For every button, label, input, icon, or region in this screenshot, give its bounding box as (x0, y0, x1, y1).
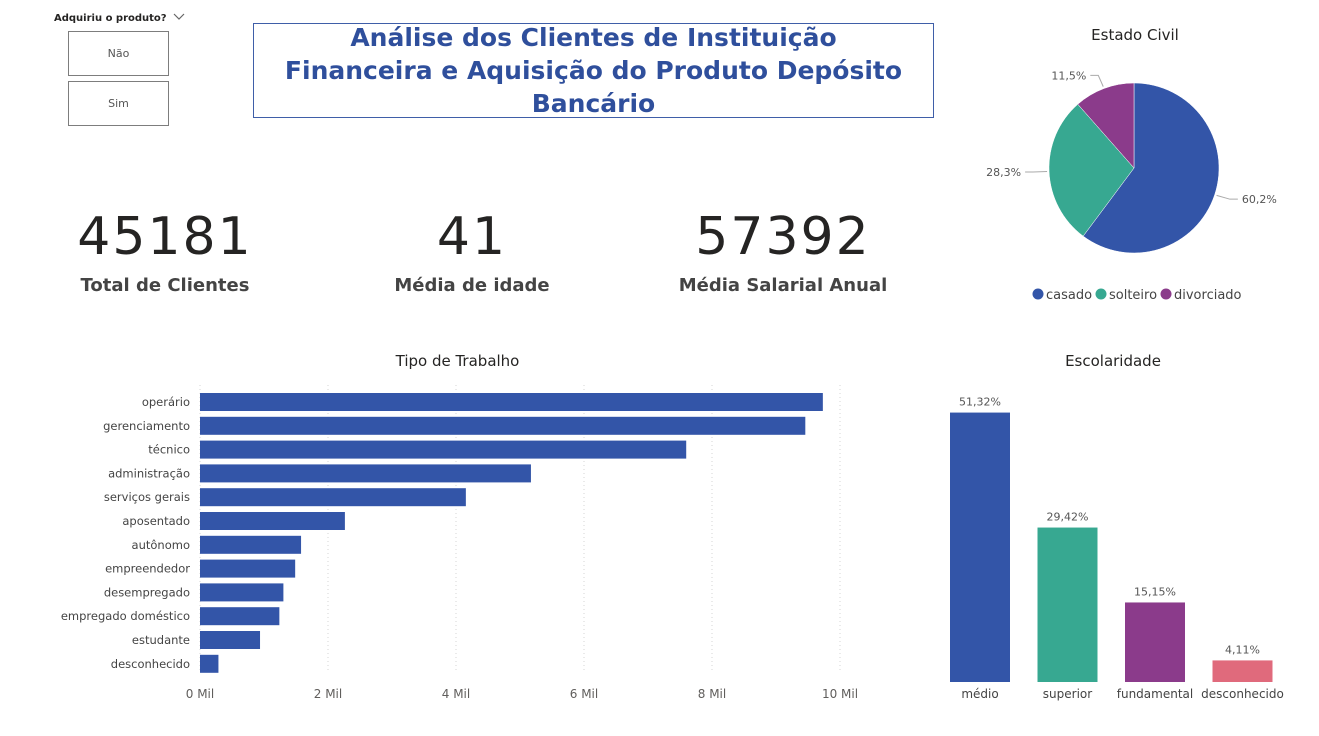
legend-marker-casado (1032, 288, 1044, 300)
legend-label-divorciado: divorciado (1174, 288, 1242, 303)
pie-slice-divorciado (1077, 82, 1135, 169)
bar-administração (200, 464, 531, 483)
pie-chart-title: Estado Civil (1091, 26, 1179, 44)
pie-leader-line (1216, 194, 1238, 200)
column-chart-title: Escolaridade (1065, 352, 1161, 370)
estado-civil-pie-chart: 60,2% 28,3% 11,5% casado solteiro divorciado (986, 69, 1277, 303)
pie-slice-solteiro (1048, 103, 1135, 237)
x-tick-label: 8 Mil (698, 687, 726, 701)
bar-operário (200, 393, 823, 411)
column-data-label: 15,15% (1134, 585, 1176, 598)
x-tick-label: 4 Mil (442, 687, 470, 701)
pie-data-label: 60,2% (1242, 193, 1277, 206)
y-tick-label: empregado doméstico (61, 609, 190, 623)
kpi-media-idade-label: Média de idade (394, 275, 550, 296)
title-box: Análise dos Clientes de Instituição Fina… (253, 23, 934, 118)
column-médio (950, 412, 1010, 682)
kpi-media-idade-value: 41 (436, 207, 508, 267)
escolaridade-column-chart: 51,32% médio 29,42% superior 15,15% fundament… (950, 396, 1284, 701)
y-tick-label: técnico (148, 443, 190, 457)
slicer-option-nao[interactable]: Não (68, 31, 169, 76)
column-superior (1037, 527, 1098, 682)
bar-estudante (200, 631, 261, 649)
pie-slice-casado (1082, 82, 1220, 254)
kpi-total-clientes-value: 45181 (77, 207, 253, 267)
x-tick-label: 2 Mil (314, 687, 342, 701)
pie-data-label: 11,5% (1051, 69, 1086, 82)
slicer-title: Adquiriu o produto? (54, 13, 167, 24)
pie-data-label: 28,3% (986, 166, 1021, 179)
kpi-media-salarial-value: 57392 (695, 207, 871, 267)
kpi-media-salarial-label: Média Salarial Anual (678, 275, 888, 296)
x-tick-label: fundamental (1117, 687, 1193, 701)
legend-marker-solteiro (1095, 288, 1107, 300)
y-tick-label: desempregado (104, 585, 190, 599)
x-tick-label: 6 Mil (570, 687, 598, 701)
slicer-option-sim[interactable]: Sim (68, 81, 169, 126)
column-data-label: 29,42% (1047, 511, 1089, 524)
bar-técnico (200, 440, 687, 459)
y-tick-label: autônomo (132, 538, 190, 552)
x-tick-label: desconhecido (1201, 687, 1284, 701)
legend-label-solteiro: solteiro (1109, 288, 1157, 303)
column-desconhecido (1212, 660, 1273, 682)
page-title: Análise dos Clientes de Instituição Fina… (284, 23, 903, 118)
chevron-down-icon[interactable] (172, 11, 186, 23)
bar-aposentado (200, 512, 345, 530)
x-tick-label: 0 Mil (186, 687, 214, 701)
bar-autônomo (200, 535, 302, 554)
y-tick-label: serviços gerais (104, 490, 190, 504)
y-tick-label: operário (142, 395, 190, 409)
pie-leader-line (1090, 74, 1104, 87)
legend-label-casado: casado (1046, 288, 1092, 303)
y-tick-label: desconhecido (111, 657, 190, 671)
bar-desempregado (200, 583, 284, 602)
column-fundamental (1125, 602, 1185, 682)
x-tick-label: 10 Mil (822, 687, 858, 701)
y-tick-label: administração (108, 466, 190, 480)
kpi-total-clientes-label: Total de Clientes (80, 275, 250, 296)
bar-empreendedor (200, 559, 296, 578)
y-tick-label: gerenciamento (103, 419, 190, 433)
y-tick-label: empreendedor (105, 562, 190, 576)
x-tick-label: superior (1043, 687, 1092, 701)
y-tick-label: aposentado (122, 514, 190, 528)
column-data-label: 51,32% (959, 396, 1001, 409)
bar-serviços gerais (200, 488, 466, 507)
bar-empregado doméstico (200, 607, 280, 626)
x-tick-label: médio (961, 687, 998, 701)
bar-gerenciamento (200, 416, 806, 435)
column-data-label: 4,11% (1225, 643, 1260, 656)
y-tick-label: estudante (132, 633, 190, 647)
legend-marker-divorciado (1160, 288, 1172, 300)
tipo-trabalho-bar-chart: 0 Mil 2 Mil 4 Mil 6 Mil 8 Mil 10 Mil operário g… (61, 385, 858, 701)
bar-desconhecido (200, 654, 219, 673)
bar-chart-title: Tipo de Trabalho (395, 352, 520, 370)
